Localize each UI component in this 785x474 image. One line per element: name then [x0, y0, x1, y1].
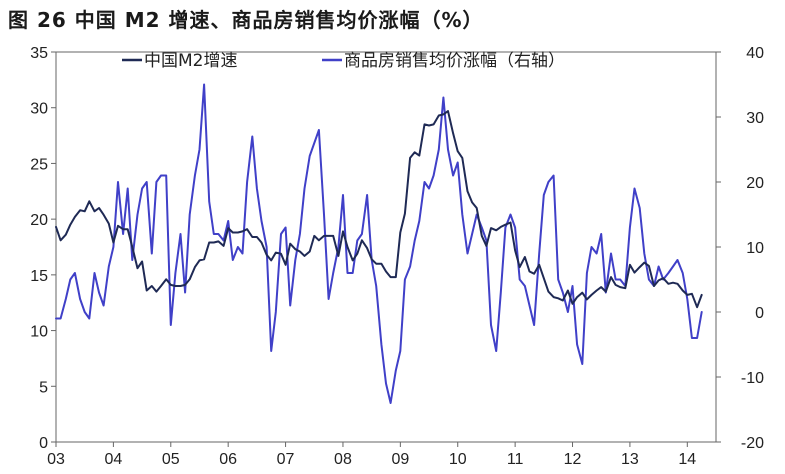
x-tick-label: 12 [564, 451, 582, 468]
left-y-tick-label: 30 [30, 101, 48, 118]
left-y-tick-label: 20 [30, 212, 48, 229]
m2-growth-line [55, 110, 703, 309]
left-y-tick-label: 0 [39, 435, 48, 452]
legend: 中国M2增速 商品房销售均价涨幅（右轴） [122, 51, 565, 71]
right-y-tick-label: 10 [746, 240, 764, 257]
left-y-tick-label: 15 [30, 268, 48, 285]
right-y-tick-label: -10 [741, 370, 764, 387]
x-tick-label: 07 [277, 451, 295, 468]
left-y-axis: 0 5 10 15 20 25 30 35 [30, 45, 56, 452]
left-y-tick-label: 35 [30, 45, 48, 62]
x-tick-label: 03 [47, 451, 65, 468]
left-y-tick-label: 5 [39, 379, 48, 396]
x-tick-label: 05 [162, 451, 180, 468]
x-tick-label: 11 [507, 451, 524, 468]
right-y-axis: -20 -10 0 10 20 30 40 [716, 45, 764, 452]
chart-title: 图 26 中国 M2 增速、商品房销售均价涨幅（%） [8, 8, 484, 32]
price-growth-line [55, 83, 703, 404]
left-y-tick-label: 25 [30, 156, 48, 173]
legend-label: 中国M2增速 [144, 51, 237, 71]
legend-label: 商品房销售均价涨幅（右轴） [344, 51, 565, 71]
right-y-tick-label: -20 [741, 435, 764, 452]
x-axis: 03 04 05 06 07 08 09 10 11 12 13 14 [47, 442, 696, 468]
right-y-tick-label: 0 [755, 305, 764, 322]
right-y-tick-label: 20 [746, 175, 764, 192]
x-tick-label: 10 [449, 451, 467, 468]
x-tick-label: 14 [678, 451, 696, 468]
left-y-tick-label: 10 [30, 324, 48, 341]
x-tick-label: 04 [104, 451, 122, 468]
right-y-tick-label: 30 [746, 110, 764, 127]
x-tick-label: 09 [391, 451, 409, 468]
series-lines [55, 83, 703, 404]
x-tick-label: 06 [219, 451, 237, 468]
x-tick-label: 08 [334, 451, 352, 468]
right-y-tick-label: 40 [746, 45, 764, 62]
x-tick-label: 13 [621, 451, 639, 468]
